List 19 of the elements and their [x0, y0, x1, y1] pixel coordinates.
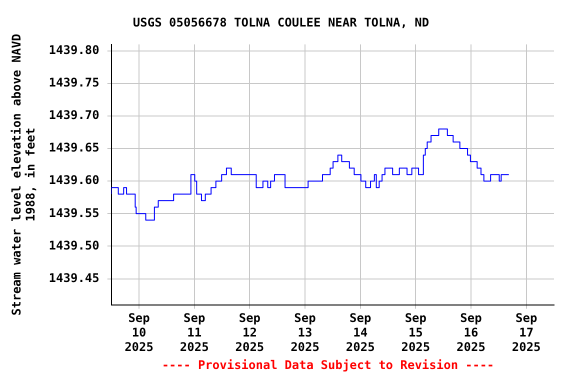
y-axis-title: Stream water level elevation above NAVD 1988, in feet [9, 34, 38, 316]
y-tick-label: 1439.60 [48, 173, 100, 188]
x-tick-label: Sep 15 2025 [401, 311, 430, 354]
y-tick-label: 1439.55 [48, 206, 100, 220]
y-tick-label: 1439.80 [48, 43, 100, 58]
x-tick-label: Sep 12 2025 [235, 311, 264, 354]
x-tick-label: Sep 17 2025 [512, 311, 541, 354]
x-tick-label: Sep 11 2025 [180, 311, 209, 354]
text: ---- Provisional Data Subject to Revision ---- [160, 358, 496, 372]
chart-title: USGS 05056678 TOLNA COULEE NEAR TOLNA, ND [132, 15, 430, 30]
y-tick-label: 1439.45 [48, 270, 100, 285]
y-tick-label: 1439.50 [48, 238, 100, 252]
x-tick-label: Sep 14 2025 [346, 311, 375, 354]
y-tick-label: 1439.65 [48, 140, 100, 155]
y-tick-label: 1439.70 [48, 108, 100, 122]
x-tick-label: Sep 16 2025 [456, 311, 486, 354]
x-tick-label: Sep 13 2025 [290, 311, 320, 354]
x-tick-label: Sep 10 2025 [124, 311, 154, 354]
y-tick-label: 1439.75 [48, 76, 100, 90]
